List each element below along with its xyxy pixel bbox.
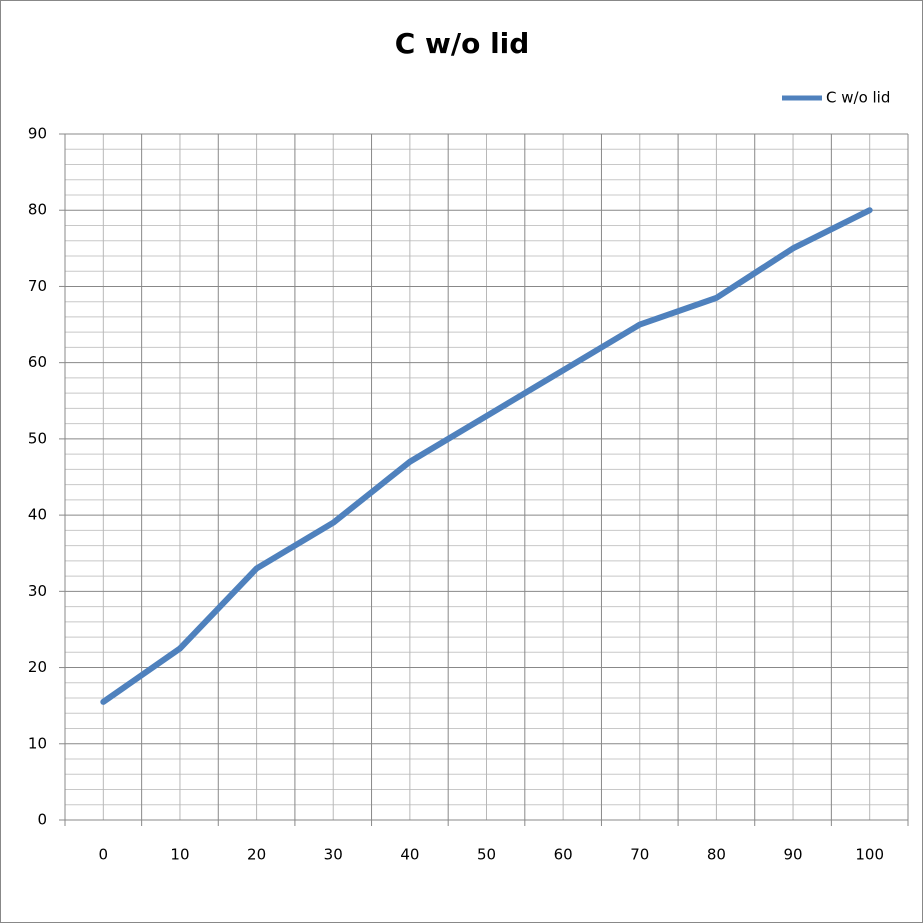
x-tick-label: 90 (783, 846, 802, 864)
y-tick-label: 40 (28, 506, 47, 524)
x-tick-label: 50 (477, 846, 496, 864)
y-tick-label: 10 (28, 734, 47, 752)
x-tick-label: 10 (170, 846, 189, 864)
x-tick-label: 100 (855, 846, 884, 864)
data-line (100, 207, 873, 705)
y-tick-label: 90 (28, 125, 47, 143)
y-tick-label: 30 (28, 582, 47, 600)
x-tick-label: 40 (400, 846, 419, 864)
chart-title: C w/o lid (395, 27, 530, 60)
x-tick-label: 70 (630, 846, 649, 864)
x-tick-label: 80 (707, 846, 726, 864)
x-tick-label: 20 (247, 846, 266, 864)
x-tick-label: 60 (554, 846, 573, 864)
y-tick-label: 70 (28, 277, 47, 295)
x-tick-label: 0 (99, 846, 109, 864)
x-tick-label: 30 (324, 846, 343, 864)
y-tick-label: 0 (37, 811, 47, 829)
legend-label: C w/o lid (826, 89, 890, 107)
y-tick-label: 20 (28, 658, 47, 676)
y-tick-label: 80 (28, 201, 47, 219)
y-tick-label: 60 (28, 353, 47, 371)
y-tick-label: 50 (28, 429, 47, 447)
